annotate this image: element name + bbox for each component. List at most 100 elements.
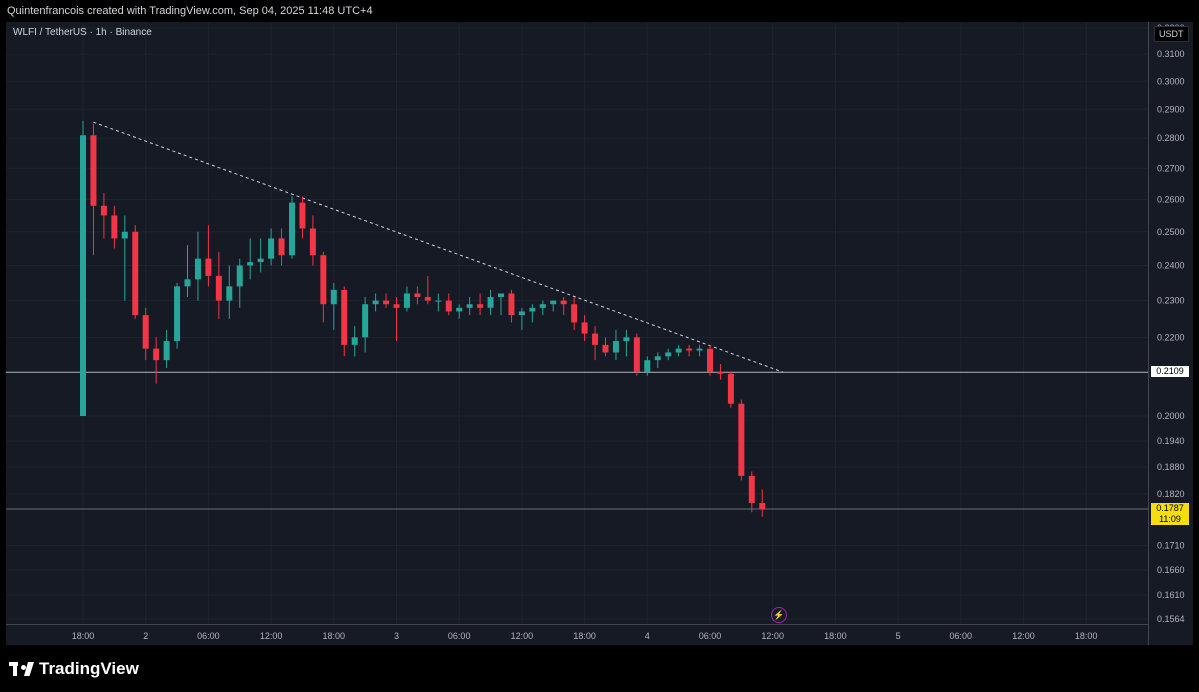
symbol-title[interactable]: WLFI / TetherUS · 1h · Binance [13,27,152,38]
candle [498,293,504,316]
candle-body [571,304,578,323]
candle [257,238,264,273]
candle-body [612,341,619,353]
candle-body [309,228,316,256]
chart-panel[interactable]: WLFI / TetherUS · 1h · Binance 0.32000.3… [6,22,1193,645]
candle-body [247,262,254,266]
candle [707,344,713,376]
candle [414,286,421,305]
candle [90,123,97,256]
candle-body [351,337,358,345]
candle-body [518,311,525,316]
candle-countdown: 11:09 [1159,513,1181,524]
candle [278,228,285,266]
candle-body [132,231,139,316]
price-tick-label: 0.2200 [1157,332,1185,342]
candle-body [236,265,243,287]
candle [435,293,442,312]
footer: TradingView [0,645,1199,692]
currency-badge[interactable]: USDT [1154,26,1189,42]
price-tick-label: 0.2900 [1157,104,1185,114]
candle [174,282,181,349]
time-tick-label: 4 [645,631,650,641]
candle [194,231,201,301]
candle [383,293,390,308]
candle-body [403,293,410,308]
candle-body [508,293,515,316]
candle-body [487,297,494,308]
candle-body [581,322,588,334]
price-tick-label: 0.3000 [1157,76,1185,86]
time-tick-label: 12:00 [1012,631,1035,641]
candle [717,364,724,380]
candle-body [633,337,640,372]
candle-body [477,304,484,308]
candle [341,286,348,357]
candle-body [498,293,504,298]
candle [268,228,275,266]
trendline-layer[interactable] [93,121,784,373]
candle [320,251,327,323]
price-tick-label: 0.2300 [1157,296,1185,306]
price-tick-label: 0.1880 [1157,462,1185,472]
time-tick-label: 18:00 [72,631,95,641]
candle-body [90,135,97,206]
time-axis[interactable]: 18:00 2 06:00 12:00 18:00 3 06:00 12:00 18:00 4 06… [6,624,1148,645]
candle [602,337,609,357]
time-tick-label: 18:00 [824,631,847,641]
candle [362,297,369,353]
candle-body [100,205,107,216]
candle [686,344,693,357]
price-tick-label: 0.1660 [1157,565,1185,575]
brand[interactable]: TradingView [9,659,139,679]
time-tick-label: 5 [896,631,901,641]
candle-body [435,300,442,302]
price-tick-label: 0.2700 [1157,163,1185,173]
candle-body [727,373,734,404]
candle [330,282,337,330]
price-axis[interactable]: 0.32000.31000.30000.29000.28000.27000.26… [1148,22,1193,645]
candle [247,238,254,280]
candle [550,300,557,312]
candle [487,289,494,316]
candle [403,286,410,312]
candle [236,258,243,308]
candle [80,120,86,417]
candle-body [330,289,337,305]
candle [518,307,525,330]
price-tick-label: 0.2600 [1157,194,1185,204]
time-axis-labels: 18:00 2 06:00 12:00 18:00 3 06:00 12:00 18:00 4 06… [72,631,1098,641]
candle-body [194,258,201,280]
candle [215,251,222,319]
descending-trendline [93,121,784,373]
candle-body [320,255,327,305]
candle-body [623,337,630,342]
candle [299,196,306,239]
last-price-value: 0.1787 [1156,502,1184,513]
time-tick-label: 18:00 [323,631,346,641]
candle [111,205,118,249]
price-tick-label: 0.1564 [1157,614,1185,624]
candle [205,225,212,287]
candle [132,225,139,319]
candle-body [445,300,452,312]
candle-body [644,360,651,372]
horizontal-levels [6,371,1148,510]
candle [665,348,672,361]
candle-body [163,341,170,361]
candle [654,352,661,368]
candle [142,307,149,361]
candle [424,275,431,305]
candle [100,193,107,239]
time-tick-label: 06:00 [699,631,722,641]
level-price-tag: 0.2109 [1151,366,1189,378]
time-tick-label: 18:00 [1075,631,1098,641]
candles [80,120,766,517]
candle [759,489,766,517]
price-chart[interactable] [6,22,1148,624]
candle-body [142,315,149,349]
lightning-bolt-icon[interactable]: ⚡ [771,607,787,623]
candle [623,329,630,357]
candle [696,344,703,357]
candle [738,399,745,481]
